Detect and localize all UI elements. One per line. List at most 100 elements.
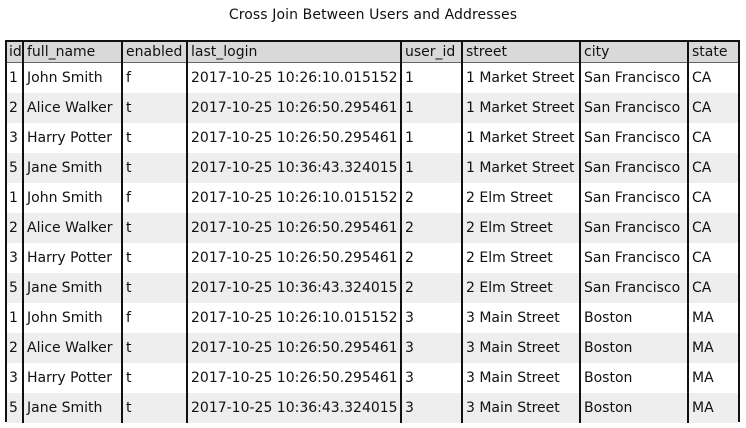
cell-city: San Francisco [579, 153, 688, 183]
column-header-street: street [461, 42, 580, 63]
cell-state: CA [687, 213, 738, 243]
cell-state: MA [687, 393, 738, 423]
cell-street: 1 Market Street [461, 93, 580, 123]
cell-enabled: t [121, 213, 187, 243]
cell-enabled: t [121, 393, 187, 423]
cell-full-name: Harry Potter [22, 243, 122, 273]
results-table: id full_name enabled last_login user_id … [7, 42, 738, 423]
cell-user-id: 1 [400, 62, 462, 93]
cell-street: 3 Main Street [461, 333, 580, 363]
cell-full-name: Jane Smith [22, 393, 122, 423]
table-row: 3 Harry Potter t 2017-10-25 10:26:50.295461… [7, 363, 738, 393]
cell-state: CA [687, 243, 738, 273]
results-table-frame: id full_name enabled last_login user_id … [5, 40, 740, 423]
column-header-last-login: last_login [186, 42, 401, 63]
table-row: 5 Jane Smith t 2017-10-25 10:36:43.324015 3 3… [7, 393, 738, 423]
cell-full-name: Jane Smith [22, 273, 122, 303]
cell-enabled: f [121, 303, 187, 333]
cell-enabled: t [121, 333, 187, 363]
cell-enabled: f [121, 62, 187, 93]
cell-last-login: 2017-10-25 10:26:50.295461 [186, 363, 401, 393]
cell-full-name: John Smith [22, 62, 122, 93]
cell-state: CA [687, 153, 738, 183]
cell-last-login: 2017-10-25 10:26:50.295461 [186, 93, 401, 123]
cell-city: San Francisco [579, 93, 688, 123]
page-title: Cross Join Between Users and Addresses [228, 7, 518, 23]
table-row: 1 John Smith f 2017-10-25 10:26:10.015152 3 3… [7, 303, 738, 333]
cell-street: 3 Main Street [461, 393, 580, 423]
cell-user-id: 2 [400, 213, 462, 243]
cell-last-login: 2017-10-25 10:26:10.015152 [186, 303, 401, 333]
cell-id: 1 [7, 303, 23, 333]
cell-user-id: 1 [400, 123, 462, 153]
cell-user-id: 3 [400, 393, 462, 423]
cell-city: San Francisco [579, 213, 688, 243]
cell-enabled: t [121, 273, 187, 303]
cell-city: Boston [579, 303, 688, 333]
table-body: 1 John Smith f 2017-10-25 10:26:10.015152 1 1… [7, 62, 738, 423]
cell-user-id: 3 [400, 363, 462, 393]
column-header-id: id [7, 42, 23, 63]
cell-id: 3 [7, 363, 23, 393]
cell-enabled: t [121, 153, 187, 183]
cell-state: MA [687, 363, 738, 393]
cell-user-id: 3 [400, 333, 462, 363]
cell-city: Boston [579, 333, 688, 363]
cell-state: CA [687, 273, 738, 303]
cell-street: 2 Elm Street [461, 183, 580, 213]
cell-user-id: 2 [400, 243, 462, 273]
cell-last-login: 2017-10-25 10:26:50.295461 [186, 243, 401, 273]
cell-last-login: 2017-10-25 10:36:43.324015 [186, 393, 401, 423]
cell-street: 3 Main Street [461, 303, 580, 333]
cell-id: 5 [7, 153, 23, 183]
cell-id: 3 [7, 123, 23, 153]
cell-id: 2 [7, 93, 23, 123]
header-row: id full_name enabled last_login user_id … [7, 42, 738, 63]
cell-enabled: t [121, 363, 187, 393]
cell-last-login: 2017-10-25 10:26:50.295461 [186, 333, 401, 363]
table-row: 2 Alice Walker t 2017-10-25 10:26:50.295461… [7, 213, 738, 243]
table-row: 1 John Smith f 2017-10-25 10:26:10.015152 2 2… [7, 183, 738, 213]
table-row: 2 Alice Walker t 2017-10-25 10:26:50.295461… [7, 93, 738, 123]
cell-id: 5 [7, 393, 23, 423]
cell-id: 1 [7, 183, 23, 213]
cell-full-name: Alice Walker [22, 93, 122, 123]
cell-full-name: Alice Walker [22, 333, 122, 363]
cell-full-name: John Smith [22, 303, 122, 333]
cell-city: San Francisco [579, 183, 688, 213]
cell-user-id: 1 [400, 93, 462, 123]
cell-full-name: John Smith [22, 183, 122, 213]
cell-id: 2 [7, 333, 23, 363]
cell-state: CA [687, 123, 738, 153]
table-row: 2 Alice Walker t 2017-10-25 10:26:50.295461… [7, 333, 738, 363]
cell-state: CA [687, 183, 738, 213]
cell-user-id: 1 [400, 153, 462, 183]
table-row: 5 Jane Smith t 2017-10-25 10:36:43.324015 1 1… [7, 153, 738, 183]
cell-street: 2 Elm Street [461, 243, 580, 273]
cell-last-login: 2017-10-25 10:26:10.015152 [186, 183, 401, 213]
table-row: 1 John Smith f 2017-10-25 10:26:10.015152 1 1… [7, 62, 738, 93]
cell-full-name: Harry Potter [22, 123, 122, 153]
cell-street: 1 Market Street [461, 62, 580, 93]
cell-last-login: 2017-10-25 10:26:50.295461 [186, 123, 401, 153]
cell-enabled: f [121, 183, 187, 213]
column-header-city: city [579, 42, 688, 63]
cell-state: MA [687, 333, 738, 363]
cell-street: 1 Market Street [461, 153, 580, 183]
cell-full-name: Alice Walker [22, 213, 122, 243]
column-header-enabled: enabled [121, 42, 187, 63]
table-row: 3 Harry Potter t 2017-10-25 10:26:50.295461… [7, 123, 738, 153]
table-row: 5 Jane Smith t 2017-10-25 10:36:43.324015 2 2… [7, 273, 738, 303]
cell-city: San Francisco [579, 62, 688, 93]
cell-user-id: 2 [400, 183, 462, 213]
cell-id: 3 [7, 243, 23, 273]
column-header-state: state [687, 42, 738, 63]
column-header-full-name: full_name [22, 42, 122, 63]
cell-street: 2 Elm Street [461, 273, 580, 303]
table-header: id full_name enabled last_login user_id … [7, 42, 738, 63]
cell-state: MA [687, 303, 738, 333]
cell-last-login: 2017-10-25 10:26:10.015152 [186, 62, 401, 93]
cell-enabled: t [121, 243, 187, 273]
cell-city: San Francisco [579, 123, 688, 153]
cell-user-id: 2 [400, 273, 462, 303]
